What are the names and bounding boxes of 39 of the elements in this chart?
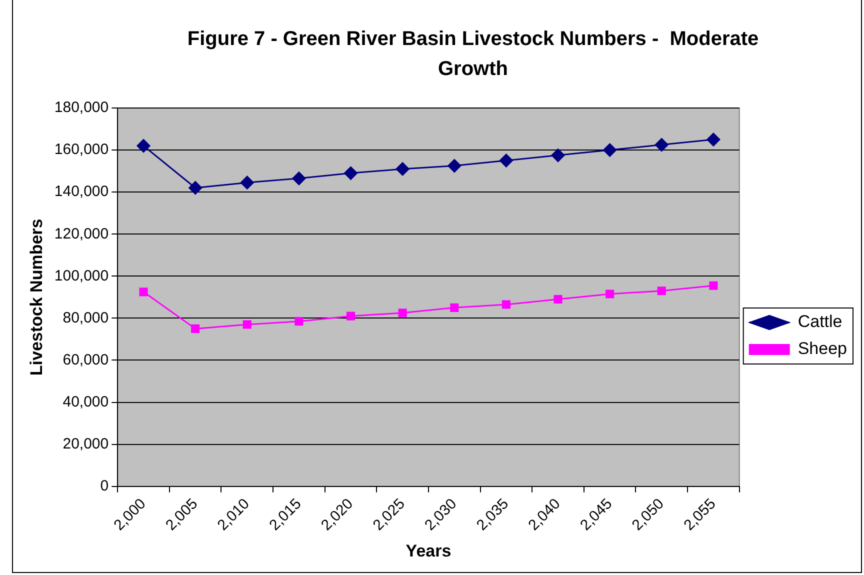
x-axis-title: Years — [406, 541, 452, 560]
point — [398, 308, 407, 318]
y-tick-label: 160,000 — [54, 141, 109, 158]
y-tick-label: 40,000 — [62, 393, 109, 410]
y-tick-label: 180,000 — [54, 99, 109, 116]
point — [240, 176, 254, 190]
point — [294, 317, 304, 326]
point — [709, 281, 718, 290]
point — [346, 312, 356, 320]
point — [188, 181, 202, 195]
y-tick-label: 140,000 — [54, 183, 109, 200]
point — [603, 143, 617, 157]
point — [396, 162, 410, 176]
point — [554, 294, 562, 304]
point — [136, 139, 150, 153]
legend-label: Sheep — [798, 339, 848, 358]
y-tick-label: 100,000 — [54, 267, 109, 284]
point — [502, 300, 510, 309]
y-tick-label: 60,000 — [62, 351, 109, 368]
point — [654, 138, 668, 152]
point — [242, 320, 252, 329]
point — [657, 286, 666, 296]
point — [292, 172, 306, 186]
y-tick-label: 80,000 — [62, 309, 109, 326]
chart-title: Figure 7 - Green River Basin Livestock Numbers - Moderate Growth — [186, 27, 760, 82]
point — [448, 159, 462, 173]
y-tick-label: 20,000 — [62, 435, 109, 452]
y-tick-label: 120,000 — [54, 225, 109, 242]
point — [499, 154, 513, 168]
point — [344, 166, 358, 180]
point — [139, 288, 148, 296]
y-tick-label: 0 — [100, 477, 109, 494]
y-axis-title: Livestock Numbers — [26, 218, 46, 376]
point — [551, 148, 565, 162]
point — [450, 303, 459, 312]
legend-label: Cattle — [798, 312, 842, 332]
point — [606, 290, 614, 298]
point — [191, 324, 200, 333]
point — [706, 132, 720, 146]
